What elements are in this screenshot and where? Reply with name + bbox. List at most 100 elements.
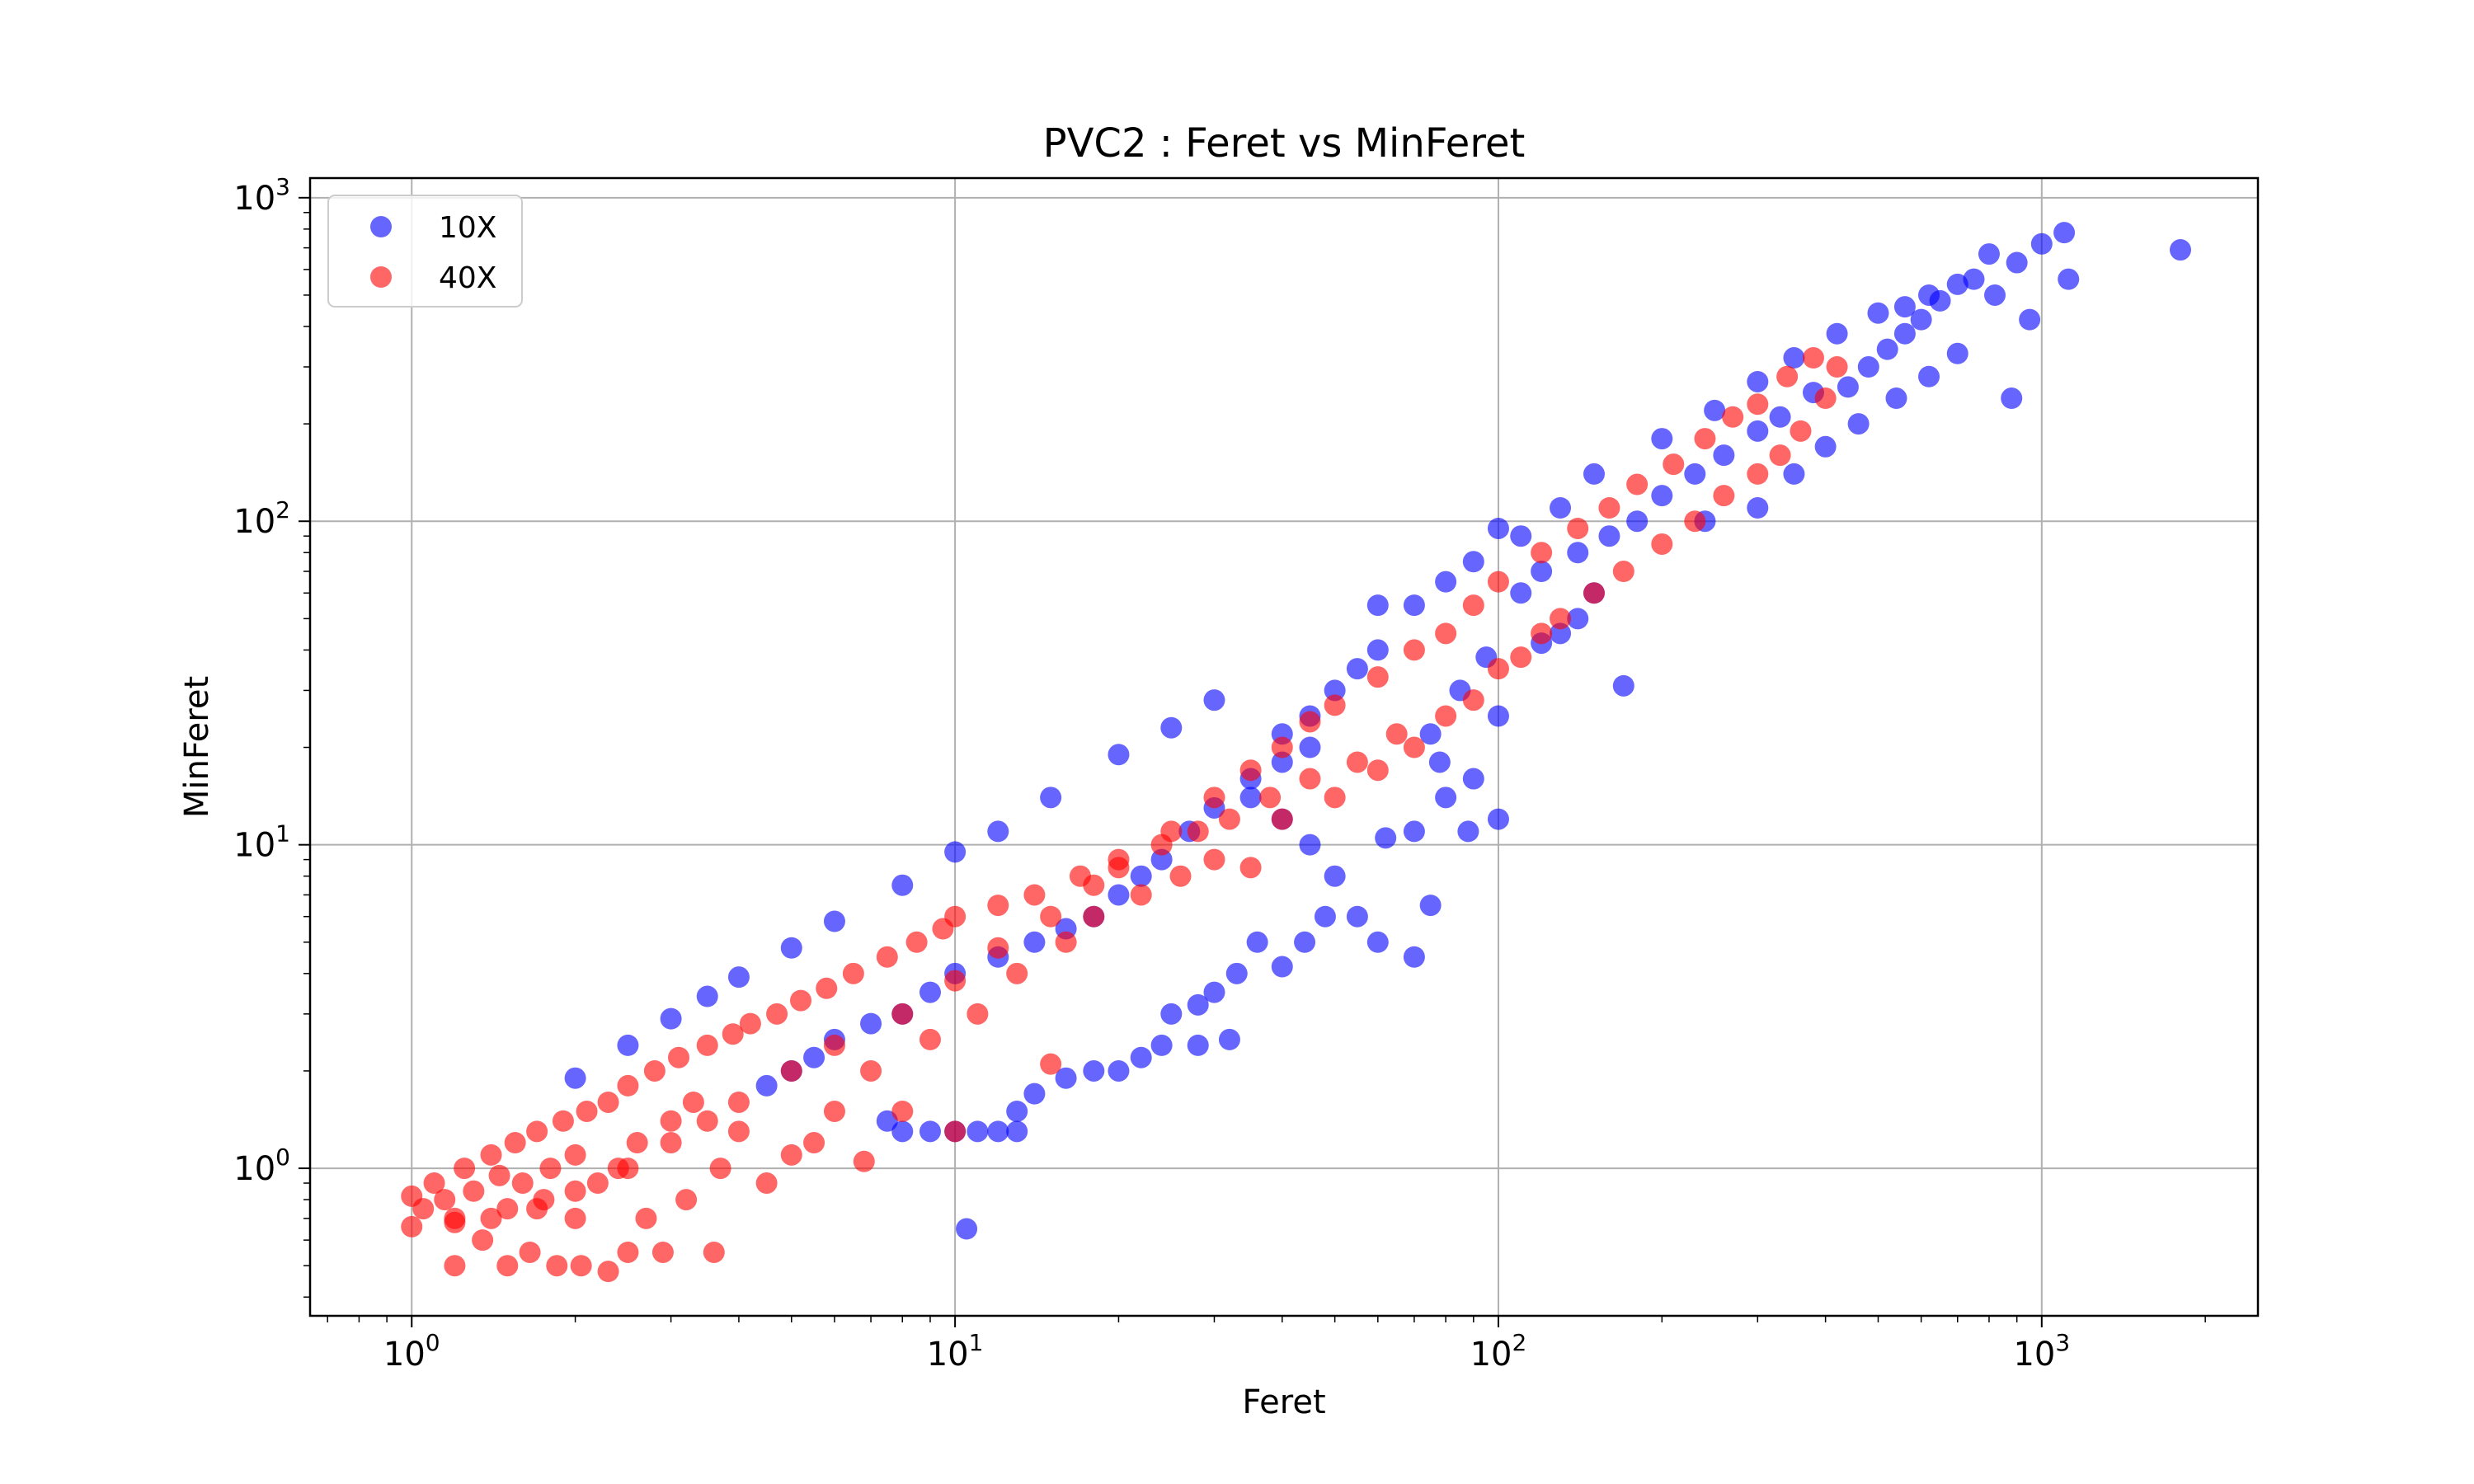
point-10x xyxy=(1747,496,1769,519)
y-axis-ticks: 100 101 102 103 xyxy=(233,173,310,1298)
point-40x xyxy=(1403,639,1425,661)
point-10x xyxy=(1271,956,1293,978)
y-tick-label: 103 xyxy=(233,173,290,218)
point-10x xyxy=(1130,1046,1152,1068)
point-40x xyxy=(546,1255,568,1277)
point-10x xyxy=(1910,308,1932,331)
point-40x xyxy=(1531,542,1553,564)
point-40x xyxy=(780,1059,802,1082)
point-40x xyxy=(643,1059,666,1082)
point-10x xyxy=(1403,594,1425,617)
point-40x xyxy=(1324,787,1346,809)
point-40x xyxy=(1713,485,1735,507)
point-10x xyxy=(1006,1120,1028,1143)
legend-marker-40x xyxy=(370,266,392,288)
point-40x xyxy=(696,1110,718,1132)
point-40x xyxy=(1487,658,1509,680)
point-10x xyxy=(1826,322,1848,345)
legend-label-10x: 10X xyxy=(439,211,496,245)
y-tick-label: 100 xyxy=(233,1144,290,1188)
point-40x xyxy=(755,1172,778,1195)
point-40x xyxy=(1203,848,1225,871)
point-40x xyxy=(1271,736,1293,758)
point-10x xyxy=(1713,444,1735,467)
point-10x xyxy=(564,1067,586,1089)
point-10x xyxy=(1324,865,1346,887)
point-10x xyxy=(1487,705,1509,727)
point-40x xyxy=(564,1180,586,1202)
point-40x xyxy=(1598,496,1620,519)
point-10x xyxy=(1837,376,1859,398)
point-10x xyxy=(1346,658,1368,680)
point-10x xyxy=(1324,679,1346,702)
point-40x xyxy=(967,1003,989,1025)
point-40x xyxy=(1187,820,1209,843)
point-40x xyxy=(891,1100,914,1122)
grid-lines xyxy=(310,178,2258,1316)
point-10x xyxy=(987,1120,1009,1143)
point-40x xyxy=(539,1158,562,1180)
point-10x xyxy=(1769,406,1791,428)
point-40x xyxy=(766,1003,788,1025)
point-40x xyxy=(1510,646,1532,669)
point-10x xyxy=(1403,946,1425,968)
point-40x xyxy=(891,1003,914,1025)
point-40x xyxy=(1040,1053,1062,1075)
point-40x xyxy=(1203,787,1225,809)
point-40x xyxy=(709,1158,731,1180)
x-axis-label: Feret xyxy=(1242,1383,1325,1421)
point-40x xyxy=(1722,406,1744,428)
point-10x xyxy=(1651,485,1673,507)
point-10x xyxy=(876,1110,898,1132)
point-10x xyxy=(1462,768,1484,790)
point-40x xyxy=(1435,622,1457,645)
point-40x xyxy=(519,1241,541,1263)
point-10x xyxy=(1583,463,1605,485)
point-40x xyxy=(660,1132,682,1154)
point-40x xyxy=(1826,356,1848,378)
point-10x xyxy=(755,1074,778,1097)
point-10x xyxy=(1783,463,1805,485)
point-10x xyxy=(1083,1059,1105,1082)
point-40x xyxy=(480,1144,502,1166)
point-40x xyxy=(660,1110,682,1132)
point-40x xyxy=(463,1180,485,1202)
point-10x xyxy=(1984,284,2006,306)
point-40x xyxy=(617,1241,639,1263)
point-40x xyxy=(597,1261,619,1283)
point-40x xyxy=(987,937,1009,959)
point-10x xyxy=(2053,222,2076,244)
point-40x xyxy=(617,1158,639,1180)
point-10x xyxy=(1218,1028,1240,1050)
point-40x xyxy=(1531,622,1553,645)
point-40x xyxy=(722,1023,744,1045)
point-10x xyxy=(1747,370,1769,392)
point-10x xyxy=(1187,1034,1209,1056)
point-40x xyxy=(412,1198,435,1220)
point-10x xyxy=(1299,736,1321,758)
point-10x xyxy=(1314,905,1336,928)
point-40x xyxy=(1239,759,1262,782)
point-10x xyxy=(2006,251,2028,274)
point-40x xyxy=(675,1189,698,1211)
point-40x xyxy=(696,1034,718,1056)
point-10x xyxy=(1550,496,1572,519)
point-10x xyxy=(1040,787,1062,809)
point-40x xyxy=(504,1132,526,1154)
point-40x xyxy=(401,1215,423,1237)
point-40x xyxy=(1626,473,1649,495)
point-10x xyxy=(1150,1034,1173,1056)
point-40x xyxy=(1747,463,1769,485)
point-40x xyxy=(626,1132,648,1154)
point-40x xyxy=(552,1110,574,1132)
point-10x xyxy=(1876,338,1898,360)
point-40x xyxy=(1550,608,1572,630)
point-40x xyxy=(944,970,967,992)
point-40x xyxy=(511,1172,534,1195)
point-10x xyxy=(1435,787,1457,809)
point-10x xyxy=(1626,510,1649,533)
point-10x xyxy=(2170,239,2192,261)
point-40x xyxy=(1055,931,1077,953)
point-10x xyxy=(1403,820,1425,843)
point-40x xyxy=(1130,884,1152,906)
